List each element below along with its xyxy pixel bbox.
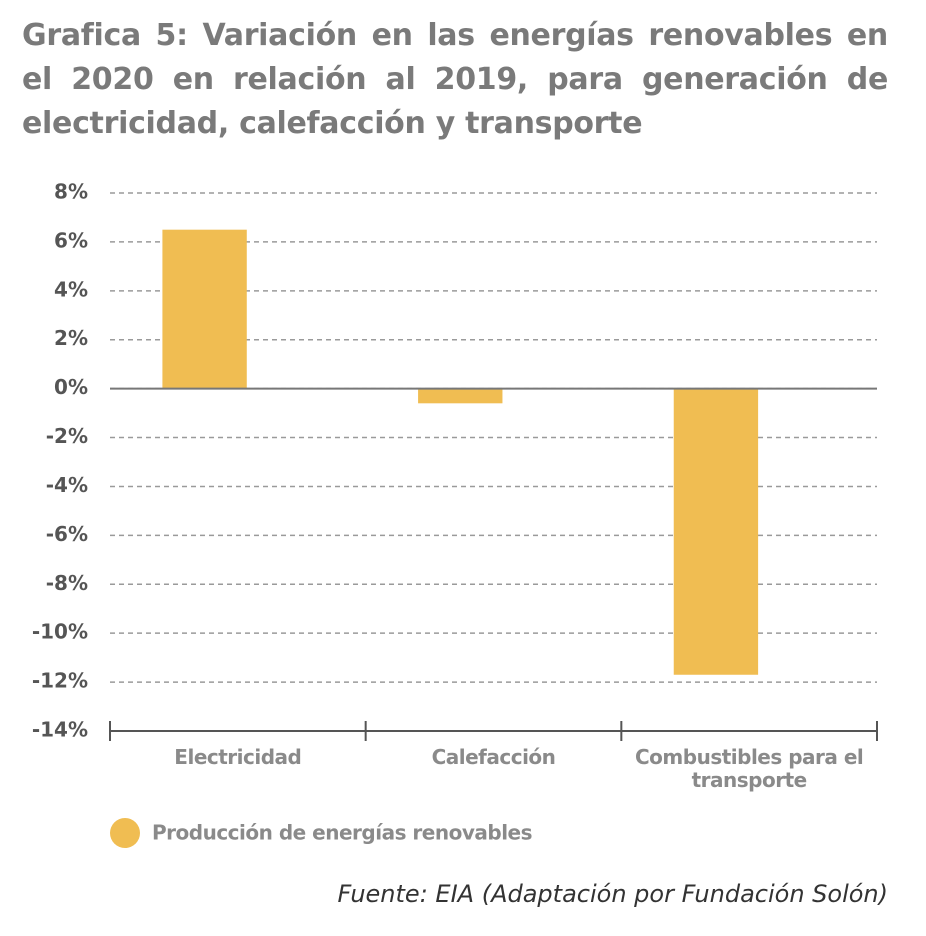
y-tick-label: -10%: [32, 620, 88, 644]
x-tick-label: Combustibles para el transporte: [635, 745, 864, 792]
y-tick-label: -14%: [32, 718, 88, 742]
y-tick-label: 8%: [54, 180, 88, 204]
chart-title: Grafica 5: Variación en las energías ren…: [22, 18, 888, 141]
bar: [162, 229, 247, 389]
y-tick-label: -2%: [46, 424, 88, 448]
y-tick-label: -12%: [32, 669, 88, 693]
y-tick-label: 6%: [54, 228, 88, 252]
legend-label: Producción de energías renovables: [152, 821, 532, 845]
legend-marker: [110, 818, 140, 848]
bar: [418, 388, 503, 404]
y-tick-label: -4%: [46, 473, 88, 497]
y-tick-label: 2%: [54, 326, 88, 350]
x-tick-label: Calefacción: [431, 745, 556, 769]
x-tick-label: Electricidad: [174, 745, 302, 769]
bar: [673, 388, 759, 675]
y-tick-label: -8%: [46, 571, 88, 595]
source-note: Fuente: EIA (Adaptación por Fundación So…: [337, 880, 889, 908]
y-tick-label: -6%: [46, 522, 88, 546]
y-tick-label: 4%: [54, 277, 88, 301]
y-tick-label: 0%: [54, 375, 88, 399]
